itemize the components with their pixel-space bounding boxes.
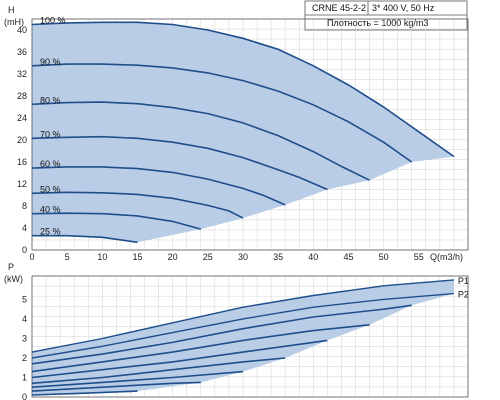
y-tick-label: 28: [17, 91, 27, 101]
y-tick-label: 12: [17, 179, 27, 189]
series-line: [31, 370, 244, 388]
series-label: 70 %: [40, 129, 61, 139]
y-axis-label: P: [8, 262, 14, 272]
info-box: CRNE 45-2-2 3* 400 V, 50 Hz Плотность = …: [304, 0, 468, 31]
x-axis-label: Q(m3/h): [430, 252, 463, 262]
power-chart: P1 P2 0 1 2 3 4 5 P (kW): [4, 262, 469, 400]
x-tick-label: 10: [97, 252, 107, 262]
y-tick-label: 40: [17, 25, 27, 35]
y-tick-label: 24: [17, 113, 27, 123]
series-line: [31, 339, 328, 379]
series-line: [31, 212, 202, 230]
series-label: 50 %: [40, 184, 61, 194]
x-tick-label: 30: [238, 252, 248, 262]
series-label: 60 %: [40, 159, 61, 169]
series-line: [32, 234, 138, 244]
x-tick-label: 25: [203, 252, 213, 262]
y-tick-label: 0: [22, 245, 27, 255]
x-tick-label: 55: [414, 252, 424, 262]
series-line: [31, 304, 412, 365]
x-tick-label: 50: [379, 252, 389, 262]
series-label: P2: [458, 290, 469, 300]
series-line: [31, 292, 454, 359]
x-tick-label: 15: [132, 252, 142, 262]
plot-frame: [31, 275, 469, 398]
y-tick-label: 2: [22, 353, 27, 363]
x-tick-label: 5: [65, 252, 70, 262]
y-tick-label: 4: [22, 314, 27, 324]
y-tick-label: 8: [22, 201, 27, 211]
series-line: [31, 63, 413, 163]
series-line: [31, 324, 370, 373]
operating-area: [32, 22, 454, 243]
x-tick-label: 40: [308, 252, 318, 262]
x-tick-label: 45: [343, 252, 353, 262]
series-line: [31, 390, 138, 396]
x-tick-label: 0: [29, 252, 34, 262]
series-label: P1: [458, 276, 469, 286]
series-line: [31, 279, 454, 353]
y-tick-label: 16: [17, 157, 27, 167]
pump-model: CRNE 45-2-2: [312, 3, 366, 13]
x-tick-label: 20: [168, 252, 178, 262]
series-label: 25 %: [40, 227, 61, 237]
plot-frame: [31, 18, 469, 251]
series-label: 100 %: [40, 16, 66, 26]
series-label: 40 %: [40, 205, 61, 215]
y-tick-label: 3: [22, 333, 27, 343]
series-label: 90 %: [40, 57, 61, 67]
y-tick-label: 32: [17, 69, 27, 79]
y-tick-label: 4: [22, 223, 27, 233]
series-line: [31, 101, 370, 181]
head-chart: 100 % 90 % 80 % 70 % 60 % 50 % 40 % 25 % 0 4 8 12 16…: [4, 5, 469, 262]
y-tick-label: 36: [17, 47, 27, 57]
series-line: [31, 21, 455, 158]
y-tick-label: 0: [22, 392, 27, 400]
series-line: [31, 357, 286, 385]
y-axis-unit: (mH): [4, 17, 24, 27]
y-tick-label: 20: [17, 135, 27, 145]
y-axis-label: H: [8, 5, 15, 15]
series-line: [31, 135, 328, 191]
y-axis-unit: (kW): [4, 274, 23, 284]
series-line: [31, 381, 201, 392]
series-line: [31, 166, 286, 206]
supply-spec: 3* 400 V, 50 Hz: [372, 3, 435, 13]
density-label: Плотность = 1000 kg/m3: [327, 18, 428, 28]
series-line: [31, 191, 244, 219]
x-tick-label: 35: [273, 252, 283, 262]
series-label: 80 %: [40, 95, 61, 105]
y-tick-label: 5: [22, 294, 27, 304]
y-tick-label: 1: [22, 372, 27, 382]
